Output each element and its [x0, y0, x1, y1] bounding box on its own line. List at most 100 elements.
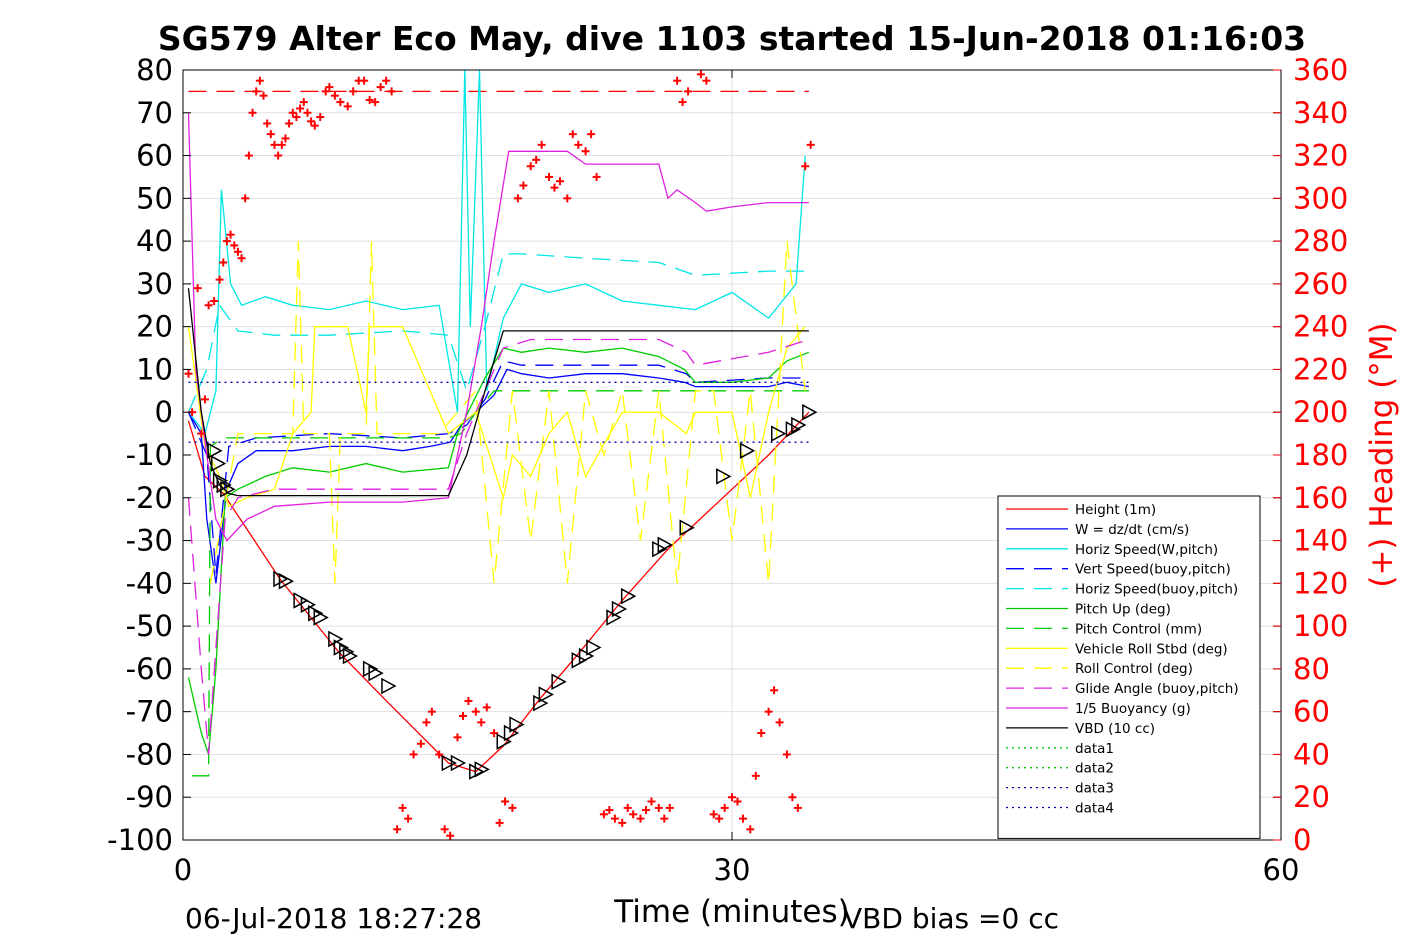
triangle-marker: [739, 442, 756, 459]
triangle-marker: [293, 592, 309, 609]
legend-box: [997, 495, 1261, 839]
heading-point: [184, 369, 193, 378]
heading-point: [241, 194, 250, 203]
heading-point: [610, 814, 619, 823]
triangle-marker: [652, 540, 668, 558]
series-line: [209, 241, 806, 584]
series-line: [187, 368, 810, 584]
legend-label: Roll Control (deg): [1075, 661, 1193, 677]
heading-point: [197, 429, 206, 438]
heading-point: [654, 803, 663, 812]
heading-point: [757, 729, 766, 738]
y2-tick-label: 160: [1293, 481, 1348, 515]
heading-point: [678, 98, 687, 107]
legend-label: Vert Speed(buoy,pitch): [1075, 562, 1231, 578]
triangle-marker: [308, 605, 324, 622]
y-tick-label: 50: [136, 181, 173, 215]
heading-point: [728, 793, 736, 802]
triangle-marker: [551, 673, 567, 690]
legend-label: 1/5 Buoyancy (g): [1075, 701, 1191, 717]
heading-point: [252, 87, 261, 96]
heading-point: [382, 76, 391, 85]
heading-point: [453, 733, 462, 742]
heading-point: [788, 793, 797, 802]
heading-point: [605, 806, 614, 815]
heading-point: [307, 117, 316, 126]
legend-label: Height (1m): [1075, 502, 1156, 518]
heading-point: [696, 70, 705, 79]
series-line: [187, 411, 810, 773]
y2-tick-label: 80: [1293, 652, 1330, 686]
triangle-marker: [716, 468, 732, 485]
legend-label: Glide Angle (buoy,pitch): [1075, 681, 1239, 697]
y-tick-label: -90: [126, 780, 173, 814]
y-tick-label: 70: [136, 96, 173, 130]
y-tick-label: -10: [126, 438, 173, 472]
triangle-marker: [785, 421, 801, 438]
heading-point: [303, 108, 312, 117]
triangle-marker: [342, 647, 359, 665]
y2-tick-label: 260: [1293, 267, 1348, 301]
heading-point: [316, 113, 325, 122]
triangle-marker: [368, 664, 384, 682]
heading-point: [365, 95, 374, 104]
y2-tick-label: 100: [1293, 609, 1348, 643]
heading-point: [751, 771, 760, 780]
y-tick-label: 80: [136, 53, 173, 87]
heading-point: [398, 803, 407, 812]
triangle-marker: [586, 639, 602, 656]
triangle-marker: [207, 442, 223, 459]
heading-point: [806, 140, 815, 149]
x-axis-label: Time (minutes): [613, 894, 849, 930]
heading-point: [550, 183, 559, 192]
heading-point: [404, 814, 413, 823]
heading-point: [277, 140, 286, 149]
footer-timestamp: 06-Jul-2018 18:27:28: [185, 902, 482, 935]
heading-point: [477, 718, 486, 727]
x-axis: 0 30 60: [174, 70, 1300, 887]
right-y-axis: 0 20 40 60 80 100 120 140 160 180 200 220 240 260 280 3…: [1273, 53, 1348, 857]
heading-point: [733, 797, 742, 806]
heading-point: [270, 140, 279, 149]
left-y-axis: -100-90-80-70-60-50-40-30-20-10010203040…: [107, 53, 1281, 857]
triangle-marker: [538, 686, 554, 703]
heading-point: [244, 151, 253, 160]
heading-point: [545, 172, 553, 181]
heading-point: [801, 162, 810, 171]
heading-point: [299, 98, 308, 107]
y2-tick-label: 240: [1293, 310, 1348, 344]
triangle-marker: [362, 660, 379, 678]
x-tick-label: 0: [174, 853, 192, 887]
triangle-marker: [333, 639, 349, 656]
heading-point: [222, 237, 231, 246]
y2-tick-label: 200: [1293, 395, 1348, 429]
heading-point: [647, 797, 656, 806]
heading-point: [343, 102, 352, 111]
legend-label: Horiz Speed(buoy,pitch): [1075, 582, 1238, 598]
heading-point: [288, 108, 297, 117]
heading-point: [435, 750, 444, 759]
heading-point: [715, 814, 724, 823]
heading-point: [427, 707, 436, 716]
y-tick-label: -60: [126, 652, 173, 686]
heading-point: [501, 797, 510, 806]
x-tick-label: 60: [1263, 853, 1300, 887]
heading-point: [360, 76, 369, 85]
y-tick-label: -100: [107, 823, 173, 857]
y-tick-label: 20: [136, 310, 173, 344]
heading-point: [371, 98, 380, 107]
y2-tick-label: 60: [1293, 695, 1330, 729]
heading-point: [629, 810, 638, 819]
heading-point: [618, 818, 627, 827]
heading-point: [233, 247, 242, 256]
heading-point: [215, 275, 224, 284]
heading-point: [204, 301, 213, 310]
triangle-marker: [802, 403, 818, 421]
heading-point: [266, 130, 275, 139]
y2-tick-label: 120: [1293, 566, 1348, 600]
y-tick-label: 10: [136, 352, 173, 386]
heading-point: [599, 810, 608, 819]
heading-point: [495, 818, 504, 827]
